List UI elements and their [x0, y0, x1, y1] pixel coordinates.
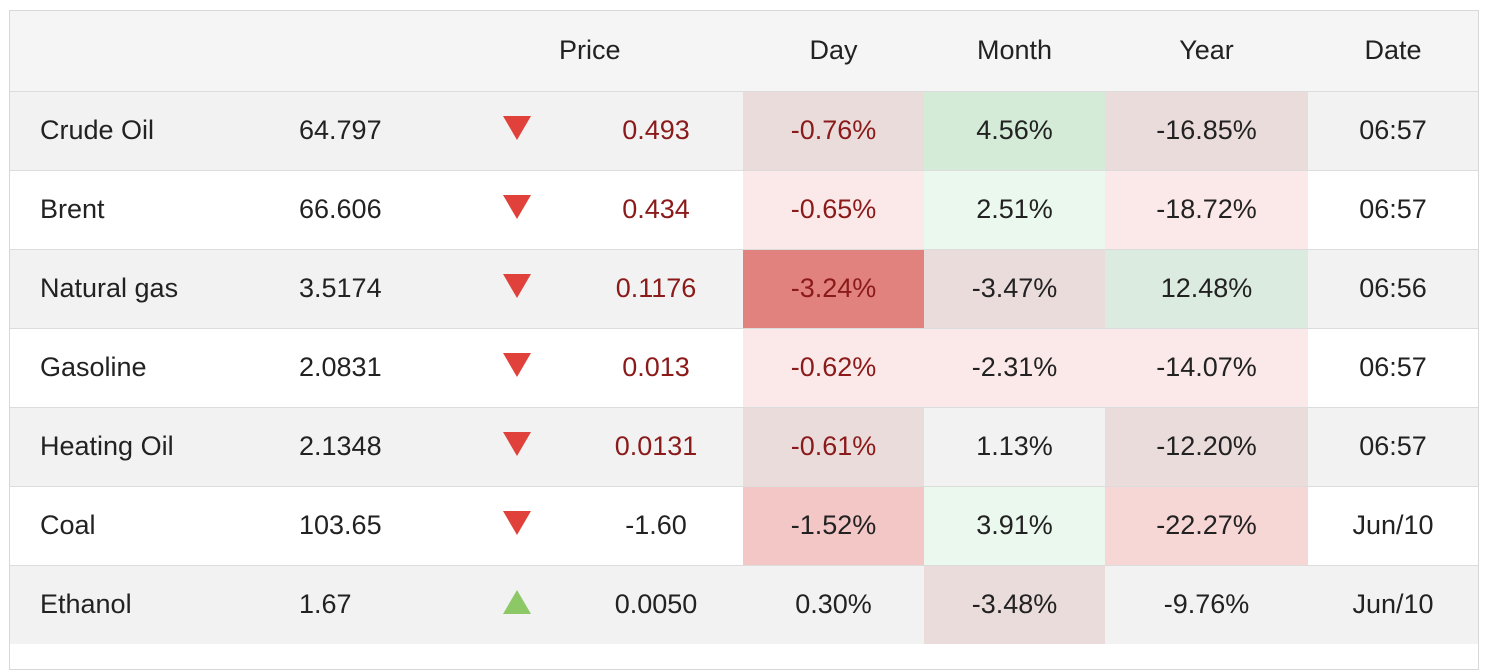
price-value: 1.67	[269, 564, 464, 644]
direction-cell	[464, 327, 569, 407]
change-value: 0.0050	[569, 564, 743, 644]
triangle-down-icon	[502, 431, 531, 456]
year-change-percent: -14.07%	[1105, 327, 1308, 407]
month-change-percent: -3.48%	[924, 564, 1105, 644]
commodities-table: Price Day Month Year Date Crude Oil 64.79…	[10, 11, 1478, 644]
table-row[interactable]: Ethanol 1.67 0.0050 0.30% -3.48% -9.76% Jun/10	[10, 564, 1478, 644]
year-change-percent: -22.27%	[1105, 485, 1308, 565]
price-value: 3.5174	[269, 248, 464, 328]
triangle-down-icon	[502, 115, 531, 140]
direction-cell	[464, 485, 569, 565]
day-change-percent: -0.65%	[743, 169, 924, 249]
commodity-name-link[interactable]: Ethanol	[10, 564, 269, 644]
table-row[interactable]: Natural gas 3.5174 0.1176 -3.24% -3.47% 12.48…	[10, 248, 1478, 328]
date-value: 06:57	[1308, 327, 1478, 407]
commodity-name-link[interactable]: Heating Oil	[10, 406, 269, 486]
day-change-percent: -0.61%	[743, 406, 924, 486]
table-row[interactable]: Coal 103.65 -1.60 -1.52% 3.91% -22.27% Jun/10	[10, 485, 1478, 565]
year-change-percent: -9.76%	[1105, 564, 1308, 644]
direction-cell	[464, 406, 569, 486]
day-change-percent: -1.52%	[743, 485, 924, 565]
change-value: -1.60	[569, 485, 743, 565]
direction-cell	[464, 90, 569, 170]
year-change-percent: -18.72%	[1105, 169, 1308, 249]
commodities-table-container: Price Day Month Year Date Crude Oil 64.79…	[9, 10, 1479, 670]
month-change-percent: 1.13%	[924, 406, 1105, 486]
change-value: 0.1176	[569, 248, 743, 328]
year-change-percent: 12.48%	[1105, 248, 1308, 328]
header-year[interactable]: Year	[1105, 11, 1308, 91]
change-value: 0.013	[569, 327, 743, 407]
month-change-percent: -2.31%	[924, 327, 1105, 407]
commodity-name-link[interactable]: Brent	[10, 169, 269, 249]
triangle-up-icon	[502, 590, 531, 615]
date-value: Jun/10	[1308, 564, 1478, 644]
triangle-down-icon	[502, 273, 531, 298]
commodity-name-link[interactable]: Coal	[10, 485, 269, 565]
month-change-percent: 4.56%	[924, 90, 1105, 170]
header-row: Price Day Month Year Date	[10, 11, 1478, 91]
commodity-name-link[interactable]: Natural gas	[10, 248, 269, 328]
date-value: 06:57	[1308, 169, 1478, 249]
price-value: 66.606	[269, 169, 464, 249]
price-value: 2.0831	[269, 327, 464, 407]
header-date[interactable]: Date	[1308, 11, 1478, 91]
change-value: 0.434	[569, 169, 743, 249]
commodity-name-link[interactable]: Gasoline	[10, 327, 269, 407]
price-value: 2.1348	[269, 406, 464, 486]
month-change-percent: -3.47%	[924, 248, 1105, 328]
price-value: 103.65	[269, 485, 464, 565]
year-change-percent: -12.20%	[1105, 406, 1308, 486]
commodity-name-link[interactable]: Crude Oil	[10, 90, 269, 170]
table-body: Crude Oil 64.797 0.493 -0.76% 4.56% -16.85% 06…	[10, 90, 1478, 644]
day-change-percent: -0.62%	[743, 327, 924, 407]
triangle-down-icon	[502, 510, 531, 535]
change-value: 0.0131	[569, 406, 743, 486]
header-name	[10, 11, 269, 91]
date-value: Jun/10	[1308, 485, 1478, 565]
triangle-down-icon	[502, 194, 531, 219]
year-change-percent: -16.85%	[1105, 90, 1308, 170]
date-value: 06:57	[1308, 406, 1478, 486]
triangle-down-icon	[502, 352, 531, 377]
date-value: 06:57	[1308, 90, 1478, 170]
day-change-percent: -0.76%	[743, 90, 924, 170]
date-value: 06:56	[1308, 248, 1478, 328]
day-change-percent: -3.24%	[743, 248, 924, 328]
direction-cell	[464, 564, 569, 644]
header-price[interactable]: Price	[269, 11, 743, 91]
day-change-percent: 0.30%	[743, 564, 924, 644]
price-value: 64.797	[269, 90, 464, 170]
month-change-percent: 2.51%	[924, 169, 1105, 249]
month-change-percent: 3.91%	[924, 485, 1105, 565]
direction-cell	[464, 248, 569, 328]
table-row[interactable]: Brent 66.606 0.434 -0.65% 2.51% -18.72% 06:57	[10, 169, 1478, 249]
header-day[interactable]: Day	[743, 11, 924, 91]
table-row[interactable]: Heating Oil 2.1348 0.0131 -0.61% 1.13% -12.20…	[10, 406, 1478, 486]
header-month[interactable]: Month	[924, 11, 1105, 91]
table-row[interactable]: Gasoline 2.0831 0.013 -0.62% -2.31% -14.07% 06…	[10, 327, 1478, 407]
direction-cell	[464, 169, 569, 249]
table-row[interactable]: Crude Oil 64.797 0.493 -0.76% 4.56% -16.85% 06…	[10, 90, 1478, 170]
table-header: Price Day Month Year Date	[10, 11, 1478, 91]
change-value: 0.493	[569, 90, 743, 170]
